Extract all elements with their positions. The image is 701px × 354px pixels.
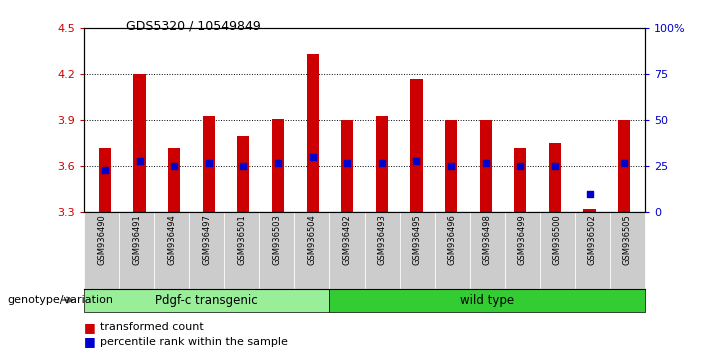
Point [584,191,595,197]
Text: genotype/variation: genotype/variation [7,295,113,305]
Text: wild type: wild type [460,293,515,307]
Point [203,160,215,166]
Text: GSM936491: GSM936491 [132,214,141,265]
Bar [133,74,146,212]
Text: GDS5320 / 10549849: GDS5320 / 10549849 [126,19,261,33]
Text: GSM936500: GSM936500 [553,214,562,265]
Text: GSM936503: GSM936503 [273,214,281,265]
Point [341,160,353,166]
Bar [583,209,596,212]
Bar [549,143,561,212]
Bar [479,120,491,212]
Text: GSM936499: GSM936499 [518,214,526,265]
Text: GSM936494: GSM936494 [168,214,176,265]
Text: ■: ■ [84,321,96,334]
Bar [445,120,457,212]
Bar [515,148,526,212]
Text: ■: ■ [84,335,96,348]
Text: GSM936504: GSM936504 [308,214,316,265]
Text: percentile rank within the sample: percentile rank within the sample [100,337,287,347]
Text: GSM936496: GSM936496 [448,214,456,265]
Point [273,160,284,166]
Point [480,160,491,166]
Point [168,164,179,169]
Bar [272,119,284,212]
Text: GSM936498: GSM936498 [483,214,491,265]
Point [307,154,318,160]
Text: transformed count: transformed count [100,322,203,332]
Text: GSM936502: GSM936502 [588,214,597,265]
Text: Pdgf-c transgenic: Pdgf-c transgenic [156,293,258,307]
Text: GSM936490: GSM936490 [97,214,106,265]
Bar [99,148,111,212]
Text: GSM936501: GSM936501 [238,214,246,265]
Bar [203,116,215,212]
Bar [306,55,319,212]
Point [376,160,388,166]
Text: GSM936495: GSM936495 [413,214,421,265]
Point [515,164,526,169]
Bar [376,116,388,212]
Point [550,164,561,169]
Text: GSM936493: GSM936493 [378,214,386,265]
Bar [618,120,630,212]
Point [238,164,249,169]
Point [445,164,456,169]
Bar [238,136,250,212]
Point [100,167,111,173]
Bar [168,148,180,212]
Point [134,158,145,164]
Point [618,160,629,166]
Bar [341,120,353,212]
Text: GSM936505: GSM936505 [623,214,632,265]
Text: GSM936497: GSM936497 [203,214,211,265]
Text: GSM936492: GSM936492 [343,214,351,265]
Point [411,158,422,164]
Bar [410,79,423,212]
